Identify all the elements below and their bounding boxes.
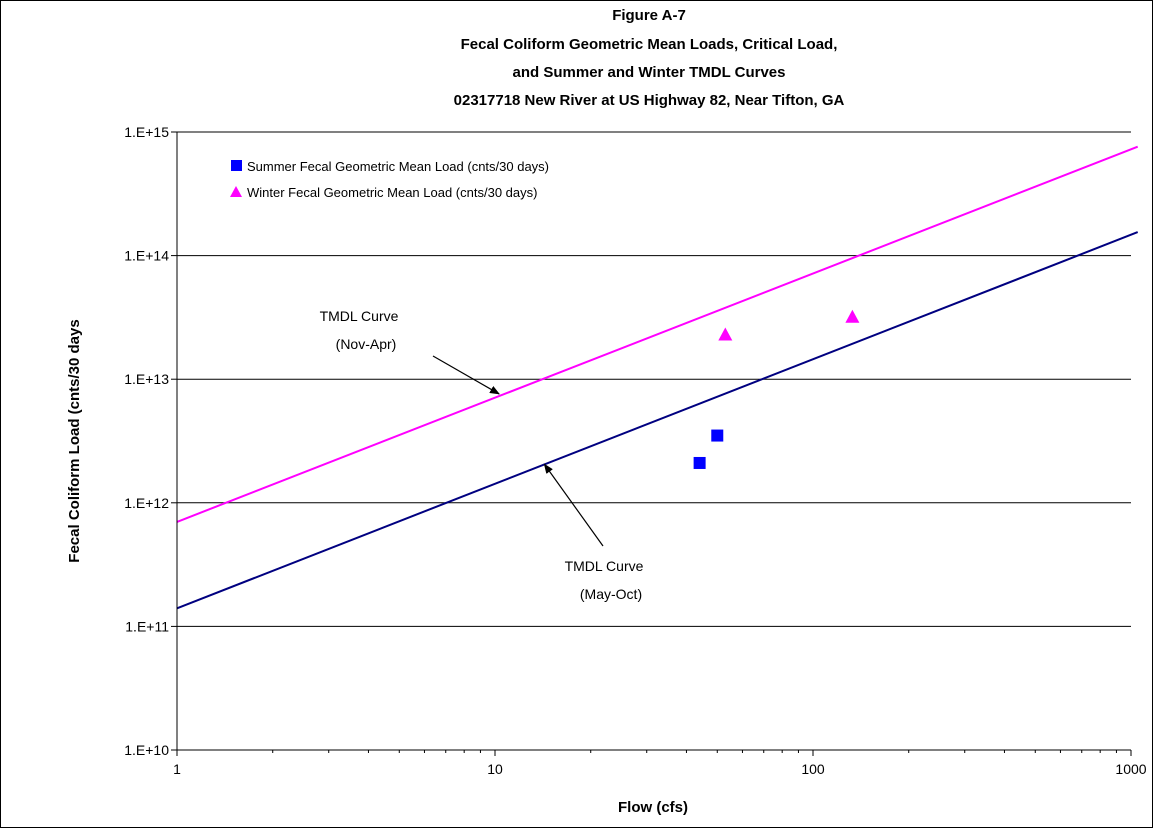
- legend-label-0: Summer Fecal Geometric Mean Load (cnts/3…: [247, 159, 549, 174]
- x-axis-label: Flow (cfs): [618, 799, 688, 816]
- annotation-1-line-0: TMDL Curve: [565, 558, 644, 574]
- annotation-arrow-0: [432, 355, 500, 395]
- x-tick-label-1: 10: [487, 761, 503, 777]
- winter-point-0: [718, 327, 733, 341]
- legend-marker-summer: [231, 160, 242, 171]
- axes: [171, 131, 1132, 756]
- y-tick-label-4: 1.E+14: [124, 248, 169, 264]
- y-tick-label-1: 1.E+11: [125, 618, 169, 634]
- annotation-1-line-1: (May-Oct): [580, 586, 642, 602]
- winter-point-1: [845, 309, 860, 323]
- tick-labels: 1.E+10 1.E+11 1.E+12 1.E+13 1.E+14 1.E+15 1 10 1…: [124, 124, 1147, 777]
- y-tick-label-3: 1.E+13: [124, 371, 169, 387]
- annotation-arrow-1: [543, 463, 604, 547]
- annotations: TMDL Curve (Nov-Apr) TMDL Curve (May-Oct): [320, 308, 644, 602]
- tmdl-curve-line-3: [177, 231, 1139, 610]
- title-line-3: and Summer and Winter TMDL Curves: [513, 64, 786, 81]
- x-tick-label-0: 1: [173, 761, 181, 777]
- y-tick-label-0: 1.E+10: [124, 742, 169, 758]
- title-line-4: 02317718 New River at US Highway 82, Nea…: [454, 92, 845, 109]
- summer-point-0: [693, 456, 706, 469]
- title-line-2: Fecal Coliform Geometric Mean Loads, Cri…: [461, 36, 838, 53]
- chart-title: Figure A-7 Fecal Coliform Geometric Mean…: [454, 7, 845, 109]
- x-tick-label-2: 100: [801, 761, 825, 777]
- annotation-0-line-0: TMDL Curve: [320, 308, 399, 324]
- legend-label-1: Winter Fecal Geometric Mean Load (cnts/3…: [247, 185, 537, 200]
- y-tick-label-2: 1.E+12: [124, 495, 169, 511]
- y-tick-label-5: 1.E+15: [124, 124, 169, 140]
- legend-marker-winter: [230, 186, 242, 197]
- y-axis-label: Fecal Coliform Load (cnts/30 days: [66, 319, 83, 562]
- tmdl-curve-line-2: [177, 145, 1139, 523]
- legend: Summer Fecal Geometric Mean Load (cnts/3…: [230, 159, 549, 200]
- title-line-1: Figure A-7: [612, 7, 686, 24]
- x-tick-label-3: 1000: [1115, 761, 1146, 777]
- summer-point-1: [711, 429, 724, 442]
- annotation-0-line-1: (Nov-Apr): [336, 336, 397, 352]
- series-layer: [177, 145, 1139, 610]
- gridlines: [177, 131, 1131, 751]
